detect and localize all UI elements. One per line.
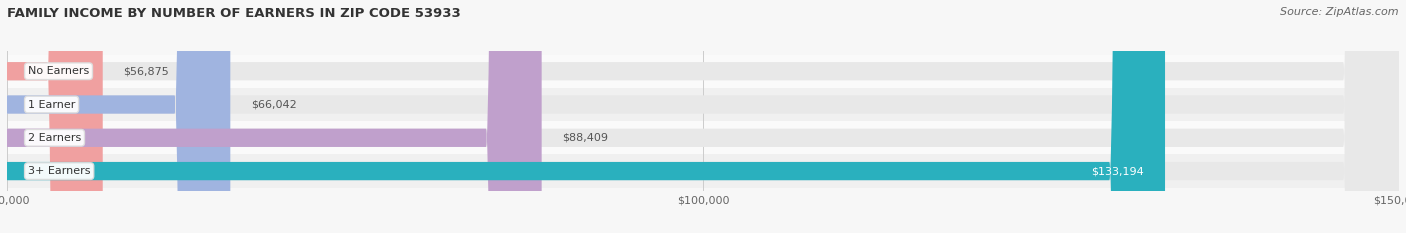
Bar	[7, 121, 1399, 154]
FancyBboxPatch shape	[0, 0, 541, 233]
Bar	[7, 55, 1399, 88]
Bar	[7, 154, 1399, 188]
FancyBboxPatch shape	[0, 0, 231, 233]
Bar	[7, 88, 1399, 121]
Text: 3+ Earners: 3+ Earners	[28, 166, 90, 176]
Text: 2 Earners: 2 Earners	[28, 133, 82, 143]
Text: $56,875: $56,875	[124, 66, 169, 76]
FancyBboxPatch shape	[0, 0, 103, 233]
Text: No Earners: No Earners	[28, 66, 89, 76]
Text: 1 Earner: 1 Earner	[28, 99, 76, 110]
Text: $133,194: $133,194	[1091, 166, 1144, 176]
FancyBboxPatch shape	[0, 0, 1166, 233]
Text: FAMILY INCOME BY NUMBER OF EARNERS IN ZIP CODE 53933: FAMILY INCOME BY NUMBER OF EARNERS IN ZI…	[7, 7, 461, 20]
Text: $66,042: $66,042	[252, 99, 297, 110]
Text: Source: ZipAtlas.com: Source: ZipAtlas.com	[1281, 7, 1399, 17]
Text: $88,409: $88,409	[562, 133, 609, 143]
